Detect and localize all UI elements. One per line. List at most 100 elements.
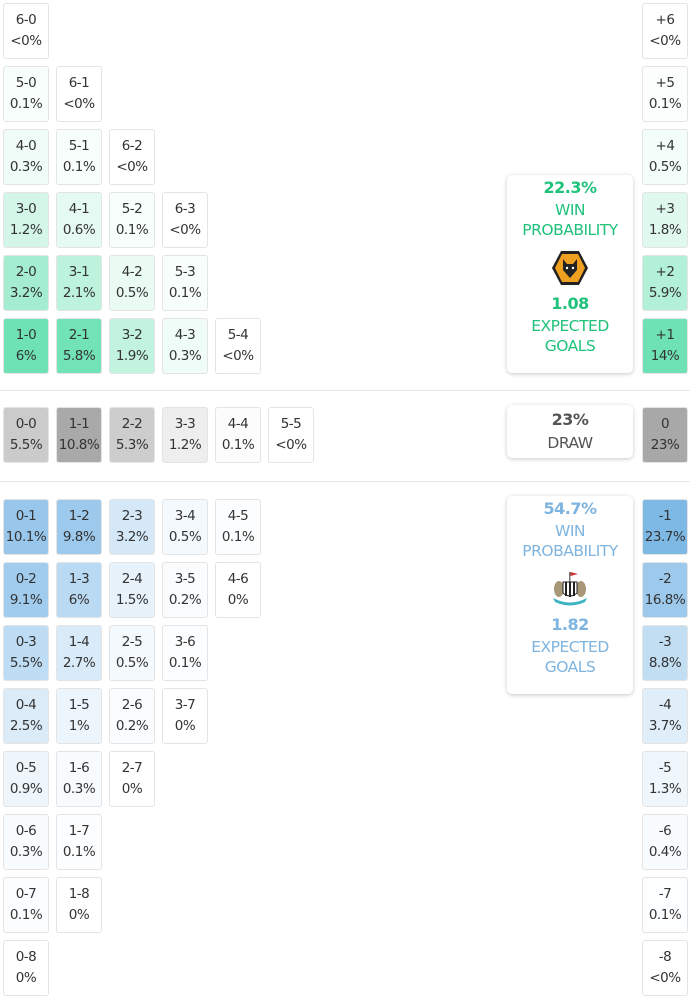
probability-value: 0.1%	[221, 437, 255, 453]
scoreline-cell[interactable]: 3-1 2.1%	[56, 255, 102, 311]
scoreline-cell[interactable]: 2-7 0%	[109, 751, 155, 807]
score-label: 0-7	[15, 886, 37, 902]
scoreline-cell[interactable]: 2-1 5.8%	[56, 318, 102, 374]
score-label: 5-3	[174, 264, 196, 280]
probability-value: <0%	[116, 159, 148, 175]
away-team-card: 54.7% WIN PROBABILITY 1.82 EXPECTED GOAL…	[507, 496, 633, 694]
scoreline-cell[interactable]: 0-3 5.5%	[3, 625, 49, 681]
scoreline-cell[interactable]: 4-4 0.1%	[215, 407, 261, 463]
margin-cell[interactable]: -6 0.4%	[642, 814, 688, 870]
probability-value: 0.1%	[648, 96, 682, 112]
scoreline-cell[interactable]: 3-4 0.5%	[162, 499, 208, 555]
scoreline-cell[interactable]: 0-7 0.1%	[3, 877, 49, 933]
scoreline-cell[interactable]: 0-2 9.1%	[3, 562, 49, 618]
score-label: 6-2	[121, 138, 143, 154]
probability-value: 0%	[15, 970, 37, 986]
scoreline-cell[interactable]: 2-3 3.2%	[109, 499, 155, 555]
scoreline-cell[interactable]: 3-0 1.2%	[3, 192, 49, 248]
probability-value: 0.5%	[115, 285, 149, 301]
scoreline-cell[interactable]: 5-0 0.1%	[3, 66, 49, 122]
scoreline-cell[interactable]: 3-6 0.1%	[162, 625, 208, 681]
margin-cell[interactable]: -2 16.8%	[642, 562, 688, 618]
scoreline-cell[interactable]: 2-4 1.5%	[109, 562, 155, 618]
scoreline-cell[interactable]: 1-7 0.1%	[56, 814, 102, 870]
scoreline-cell[interactable]: 0-4 2.5%	[3, 688, 49, 744]
margin-cell[interactable]: +4 0.5%	[642, 129, 688, 185]
probability-value: 14%	[650, 348, 680, 364]
margin-cell[interactable]: -4 3.7%	[642, 688, 688, 744]
win-label: WIN	[555, 201, 586, 219]
scoreline-cell[interactable]: 5-3 0.1%	[162, 255, 208, 311]
score-label: 1-5	[68, 697, 90, 713]
score-label: 3-3	[174, 416, 196, 432]
scoreline-cell[interactable]: 1-2 9.8%	[56, 499, 102, 555]
scoreline-cell[interactable]: 5-1 0.1%	[56, 129, 102, 185]
probability-value: 0.1%	[168, 285, 202, 301]
probability-value: 0.3%	[168, 348, 202, 364]
scoreline-cell[interactable]: 4-5 0.1%	[215, 499, 261, 555]
scoreline-cell[interactable]: 4-6 0%	[215, 562, 261, 618]
probability-value: 0.3%	[62, 781, 96, 797]
scoreline-cell[interactable]: 1-4 2.7%	[56, 625, 102, 681]
scoreline-cell[interactable]: 2-2 5.3%	[109, 407, 155, 463]
scoreline-cell[interactable]: 0-1 10.1%	[3, 499, 49, 555]
scoreline-cell[interactable]: 2-0 3.2%	[3, 255, 49, 311]
scoreline-cell[interactable]: 1-0 6%	[3, 318, 49, 374]
score-label: 6-3	[174, 201, 196, 217]
probability-value: 0%	[68, 907, 90, 923]
probability-value: 23.7%	[644, 529, 686, 545]
scoreline-cell[interactable]: 1-1 10.8%	[56, 407, 102, 463]
margin-cell[interactable]: -5 1.3%	[642, 751, 688, 807]
score-label: -2	[658, 571, 672, 587]
scoreline-cell[interactable]: 2-6 0.2%	[109, 688, 155, 744]
scoreline-cell[interactable]: 0-8 0%	[3, 940, 49, 996]
probability-value: 5.5%	[9, 655, 43, 671]
score-label: 2-4	[121, 571, 143, 587]
score-label: 2-7	[121, 760, 143, 776]
scoreline-cell[interactable]: 3-2 1.9%	[109, 318, 155, 374]
scoreline-cell[interactable]: 2-5 0.5%	[109, 625, 155, 681]
probability-value: 10.8%	[58, 437, 100, 453]
score-label: 5-1	[68, 138, 90, 154]
score-label: +6	[655, 12, 675, 28]
margin-cell[interactable]: +5 0.1%	[642, 66, 688, 122]
margin-cell[interactable]: -1 23.7%	[642, 499, 688, 555]
scoreline-cell[interactable]: 1-3 6%	[56, 562, 102, 618]
score-label: 6-0	[15, 12, 37, 28]
scoreline-cell[interactable]: 5-5 <0%	[268, 407, 314, 463]
score-label: 0-4	[15, 697, 37, 713]
margin-cell[interactable]: +6 <0%	[642, 3, 688, 59]
margin-cell[interactable]: -8 <0%	[642, 940, 688, 996]
scoreline-cell[interactable]: 1-8 0%	[56, 877, 102, 933]
scoreline-cell[interactable]: 6-2 <0%	[109, 129, 155, 185]
margin-cell[interactable]: -3 8.8%	[642, 625, 688, 681]
scoreline-cell[interactable]: 0-0 5.5%	[3, 407, 49, 463]
scoreline-cell[interactable]: 5-4 <0%	[215, 318, 261, 374]
scoreline-cell[interactable]: 4-0 0.3%	[3, 129, 49, 185]
scoreline-cell[interactable]: 1-5 1%	[56, 688, 102, 744]
scoreline-cell[interactable]: 5-2 0.1%	[109, 192, 155, 248]
probability-value: 5.9%	[648, 285, 682, 301]
margin-cell[interactable]: 0 23%	[642, 407, 688, 463]
scoreline-cell[interactable]: 4-3 0.3%	[162, 318, 208, 374]
margin-cell[interactable]: -7 0.1%	[642, 877, 688, 933]
score-label: 4-1	[68, 201, 90, 217]
scoreline-cell[interactable]: 6-1 <0%	[56, 66, 102, 122]
scoreline-cell[interactable]: 3-7 0%	[162, 688, 208, 744]
scoreline-cell[interactable]: 0-6 0.3%	[3, 814, 49, 870]
scoreline-cell[interactable]: 6-3 <0%	[162, 192, 208, 248]
margin-cell[interactable]: +3 1.8%	[642, 192, 688, 248]
margin-cell[interactable]: +2 5.9%	[642, 255, 688, 311]
score-label: 5-0	[15, 75, 37, 91]
scoreline-cell[interactable]: 0-5 0.9%	[3, 751, 49, 807]
margin-cell[interactable]: +1 14%	[642, 318, 688, 374]
scoreline-cell[interactable]: 3-5 0.2%	[162, 562, 208, 618]
scoreline-cell[interactable]: 4-2 0.5%	[109, 255, 155, 311]
scoreline-cell[interactable]: 1-6 0.3%	[56, 751, 102, 807]
scoreline-cell[interactable]: 6-0 <0%	[3, 3, 49, 59]
divider	[0, 390, 690, 391]
score-label: 3-1	[68, 264, 90, 280]
scoreline-cell[interactable]: 4-1 0.6%	[56, 192, 102, 248]
scoreline-cell[interactable]: 3-3 1.2%	[162, 407, 208, 463]
probability-label: PROBABILITY	[522, 221, 618, 239]
